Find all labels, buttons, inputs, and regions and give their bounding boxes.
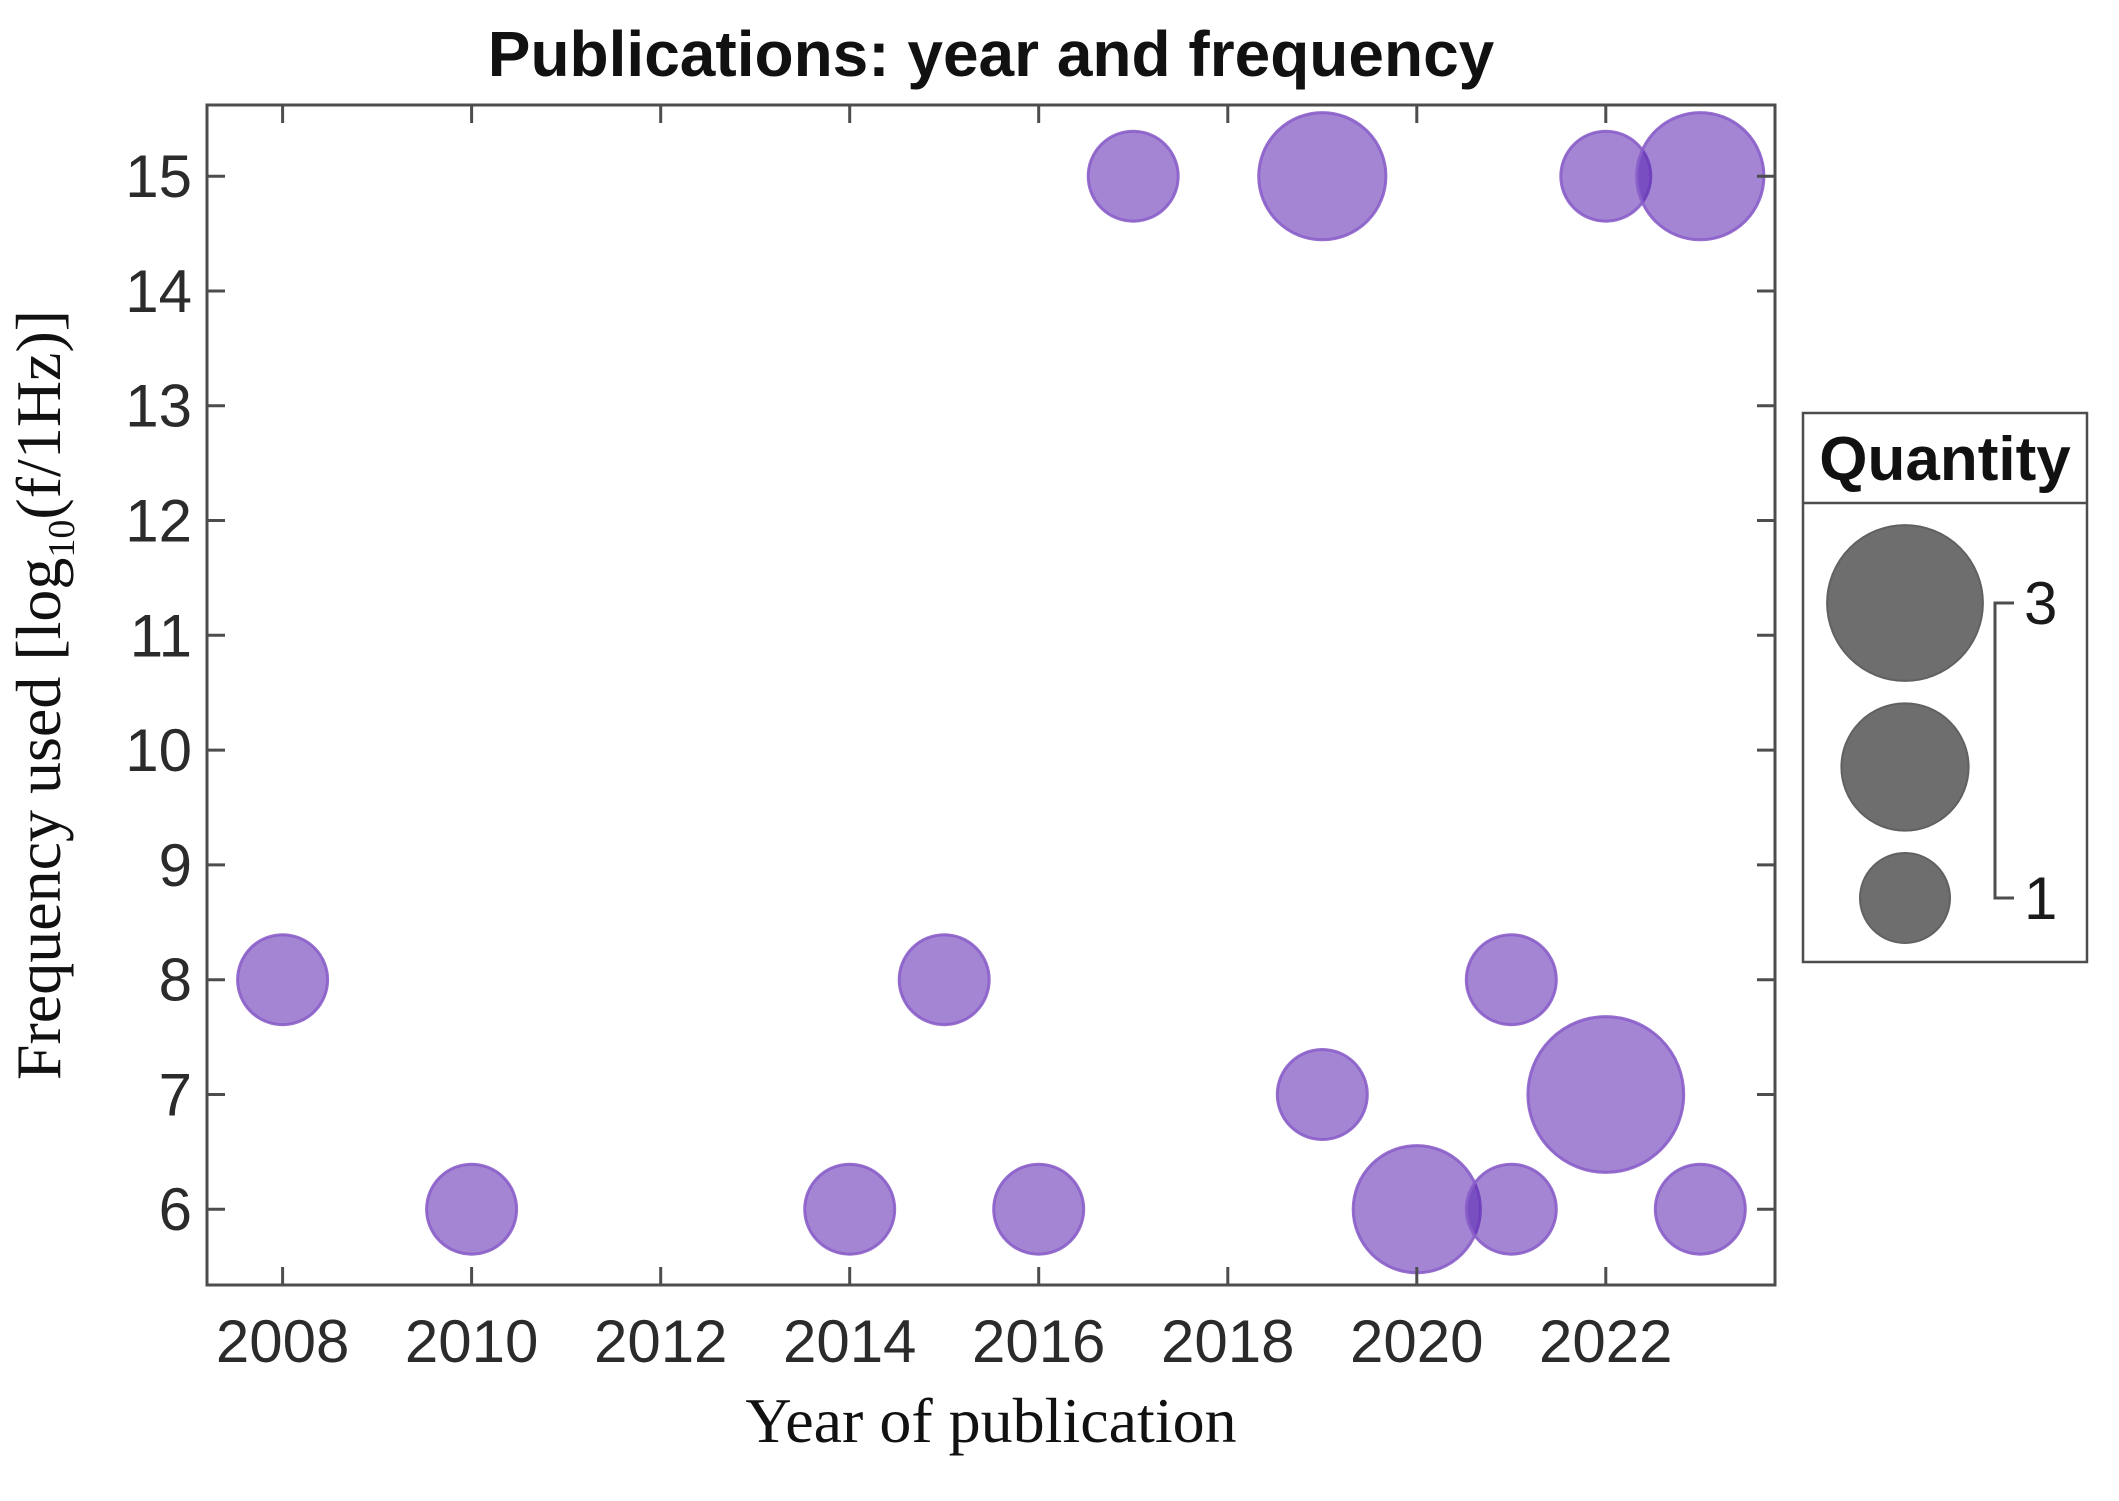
y-tick-label: 12 (125, 488, 192, 555)
x-tick-label: 2008 (216, 1308, 349, 1375)
legend-bubbles (1826, 524, 1984, 944)
data-bubble (1275, 1048, 1369, 1141)
y-tick-label: 6 (159, 1176, 192, 1243)
x-axis-label: Year of publication (745, 1385, 1236, 1456)
x-tick-label: 2010 (405, 1308, 538, 1375)
y-axis-label: Frequency used [log10(f/1Hz)] (3, 310, 83, 1080)
data-bubble (425, 1162, 519, 1256)
size-legend: Quantity 3 1 (1801, 411, 2089, 964)
legend-bubble (1840, 702, 1970, 832)
data-bubble (1464, 933, 1558, 1027)
data-bubble (1257, 111, 1388, 242)
y-tick-label: 9 (159, 832, 192, 899)
legend-bubble (1859, 852, 1951, 944)
x-tick-label: 2022 (1539, 1308, 1672, 1375)
y-tick-label: 10 (125, 717, 192, 784)
y-tick-label: 14 (125, 258, 192, 325)
x-tick-label: 2020 (1350, 1308, 1483, 1375)
y-axis-label-subscript: 10 (41, 520, 83, 558)
data-bubble (1526, 1015, 1686, 1174)
data-bubble (897, 933, 991, 1027)
y-axis-label-prefix: Frequency used [log (3, 558, 74, 1081)
bubbles-layer (236, 111, 1766, 1275)
legend-max-label: 3 (2024, 570, 2057, 637)
x-tick-label: 2014 (783, 1308, 916, 1375)
chart-title: Publications: year and frequency (488, 18, 1495, 90)
data-bubble (1653, 1162, 1747, 1256)
axes-layer (205, 103, 1777, 1287)
tick-labels-layer: 2008 2010 2012 2014 2016 2018 2020 2022 6 7 8 9 10 11… (125, 143, 1672, 1375)
legend-bubble (1826, 524, 1984, 682)
legend-bracket (1993, 601, 2014, 900)
legend-min-label: 1 (2024, 865, 2057, 932)
data-bubble (1635, 111, 1766, 242)
y-tick-label: 11 (130, 602, 192, 669)
plot-border (205, 103, 1777, 1287)
data-bubble (1351, 1144, 1482, 1275)
data-bubble (992, 1162, 1086, 1256)
legend-box (1801, 411, 2089, 964)
data-bubble (1464, 1162, 1558, 1256)
y-tick-label: 7 (159, 1062, 192, 1129)
y-tick-label: 15 (125, 143, 192, 210)
y-tick-label: 13 (125, 373, 192, 440)
y-axis-label-suffix: (f/1Hz)] (3, 310, 74, 520)
x-tick-label: 2018 (1161, 1308, 1294, 1375)
data-bubble (1086, 129, 1180, 223)
data-bubble (236, 933, 330, 1027)
x-tick-label: 2016 (972, 1308, 1105, 1375)
legend-title: Quantity (1819, 425, 2071, 494)
y-tick-label: 8 (159, 947, 192, 1014)
data-bubble (803, 1162, 897, 1256)
x-tick-label: 2012 (594, 1308, 727, 1375)
